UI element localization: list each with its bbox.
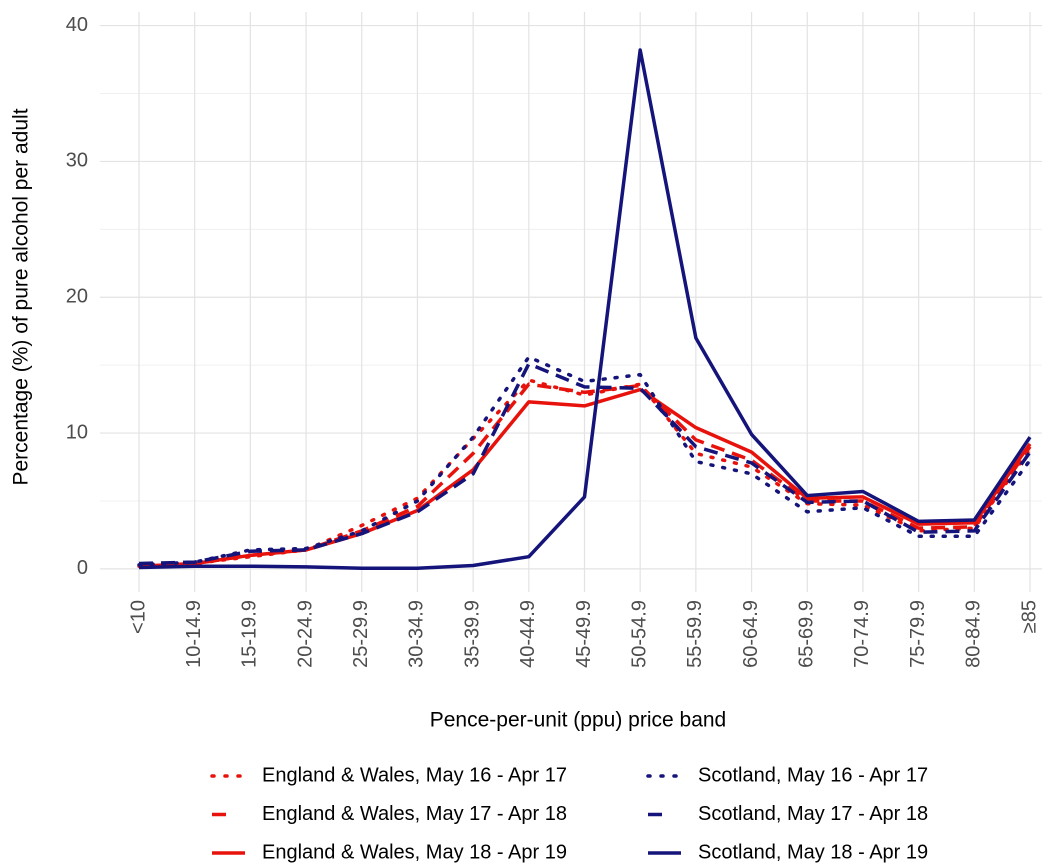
- x-tick-label: 60-64.9: [740, 600, 762, 668]
- x-tick-label: 45-49.9: [573, 600, 595, 668]
- x-tick-label: 55-59.9: [684, 600, 706, 668]
- x-tick-label: 50-54.9: [628, 600, 650, 668]
- x-axis-title: Pence-per-unit (ppu) price band: [430, 709, 727, 732]
- x-tick-label: 70-74.9: [851, 600, 873, 668]
- y-tick-label: 10: [66, 421, 88, 443]
- x-tick-label: 20-24.9: [294, 600, 316, 668]
- data-line: [138, 362, 1032, 566]
- x-tick-label: 35-39.9: [461, 600, 483, 668]
- y-tick-label: 40: [66, 14, 88, 36]
- y-axis-title: Percentage (%) of pure alcohol per adult: [10, 108, 33, 485]
- legend-label: Scotland, May 18 - Apr 19: [698, 841, 928, 863]
- legend-label: England & Wales, May 17 - Apr 18: [262, 803, 567, 825]
- x-tick-label: 10-14.9: [183, 600, 205, 668]
- x-tick-label: 15-19.9: [239, 600, 261, 668]
- x-tick-label: 30-34.9: [406, 600, 428, 668]
- legend-label: England & Wales, May 18 - Apr 19: [262, 841, 567, 863]
- x-tick-label: 75-79.9: [907, 600, 929, 668]
- x-tick-label: 40-44.9: [517, 600, 539, 668]
- data-line: [138, 387, 1032, 568]
- y-tick-label: 0: [77, 557, 88, 579]
- legend-label: England & Wales, May 16 - Apr 17: [262, 764, 567, 786]
- data-line: [138, 48, 1032, 570]
- x-tick-label: <10: [127, 600, 149, 634]
- data-line: [138, 382, 1032, 568]
- y-tick-label: 30: [66, 150, 88, 172]
- x-tick-label: 25-29.9: [350, 600, 372, 668]
- legend-label: Scotland, May 16 - Apr 17: [698, 764, 928, 786]
- x-tick-label: ≥85: [1018, 600, 1040, 633]
- y-tick-label: 20: [66, 286, 88, 308]
- legend-label: Scotland, May 17 - Apr 18: [698, 803, 928, 825]
- x-tick-label: 65-69.9: [796, 600, 818, 668]
- x-tick-label: 80-84.9: [963, 600, 985, 668]
